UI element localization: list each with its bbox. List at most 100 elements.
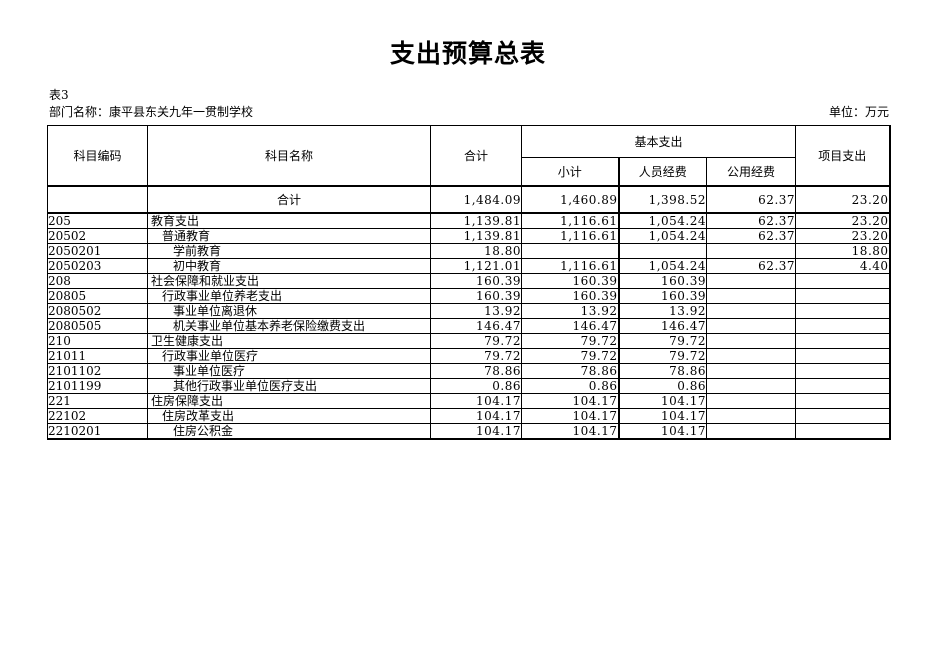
public-cell — [705, 333, 797, 349]
project-cell — [795, 273, 891, 289]
subject-code-cell: 221 — [47, 393, 148, 409]
header-subject-name: 科目名称 — [147, 125, 431, 187]
subtotal-cell: 160.39 — [521, 273, 620, 289]
public-cell — [705, 348, 797, 364]
table-body: 205 教育支出 1,139.81 1,116.61 1,054.24 62.37 23.2… — [47, 212, 891, 440]
subject-name-cell: 机关事业单位基本养老保险缴费支出 — [147, 318, 431, 334]
project-cell — [795, 318, 891, 334]
public-cell: 62.37 — [705, 258, 797, 274]
project-cell — [795, 288, 891, 304]
total-cell: 104.17 — [430, 423, 522, 440]
personnel-cell: 1,054.24 — [618, 212, 707, 229]
subject-code-cell: 2101199 — [47, 378, 148, 394]
subject-name-cell: 学前教育 — [147, 243, 431, 259]
subject-code-cell: 21011 — [47, 348, 148, 364]
total-personnel-cell: 1,398.52 — [618, 185, 707, 214]
subtotal-cell — [521, 243, 620, 259]
subject-name-cell: 社会保障和就业支出 — [147, 273, 431, 289]
subtotal-cell: 1,116.61 — [521, 228, 620, 244]
total-total-cell: 1,484.09 — [430, 185, 522, 214]
subject-name-cell: 住房改革支出 — [147, 408, 431, 424]
subtotal-cell: 104.17 — [521, 393, 620, 409]
subject-name-cell: 事业单位离退休 — [147, 303, 431, 319]
table-row: 2050201 学前教育 18.80 18.80 — [47, 243, 891, 259]
header-public-funds: 公用经费 — [705, 157, 797, 187]
subtotal-cell: 78.86 — [521, 363, 620, 379]
table-row: 20805 行政事业单位养老支出 160.39 160.39 160.39 — [47, 288, 891, 304]
personnel-cell: 146.47 — [618, 318, 707, 334]
subject-code-cell: 2210201 — [47, 423, 148, 440]
public-cell — [705, 243, 797, 259]
subject-name-cell: 其他行政事业单位医疗支出 — [147, 378, 431, 394]
project-cell — [795, 423, 891, 440]
public-cell — [705, 408, 797, 424]
personnel-cell: 1,054.24 — [618, 258, 707, 274]
public-cell — [705, 423, 797, 440]
total-cell: 79.72 — [430, 348, 522, 364]
project-cell: 23.20 — [795, 212, 891, 229]
personnel-cell — [618, 243, 707, 259]
subject-code-cell: 20502 — [47, 228, 148, 244]
project-cell — [795, 363, 891, 379]
total-cell: 104.17 — [430, 408, 522, 424]
public-cell — [705, 318, 797, 334]
subtotal-cell: 79.72 — [521, 348, 620, 364]
subject-code-cell: 2101102 — [47, 363, 148, 379]
header-personnel-funds: 人员经费 — [618, 157, 707, 187]
table-row: 20502 普通教育 1,139.81 1,116.61 1,054.24 62.37 23… — [47, 228, 891, 244]
table-number-label: 表3 — [49, 88, 69, 102]
public-cell — [705, 303, 797, 319]
subject-name-cell: 教育支出 — [147, 212, 431, 229]
subject-code-cell: 210 — [47, 333, 148, 349]
subject-name-cell: 行政事业单位养老支出 — [147, 288, 431, 304]
public-cell — [705, 393, 797, 409]
table-row: 208 社会保障和就业支出 160.39 160.39 160.39 — [47, 273, 891, 289]
header-row-1: 科目编码 科目名称 合计 基本支出 项目支出 — [47, 125, 891, 187]
subject-code-cell: 2050203 — [47, 258, 148, 274]
header-total: 合计 — [430, 125, 522, 187]
subject-code-cell: 22102 — [47, 408, 148, 424]
project-cell — [795, 333, 891, 349]
subject-name-cell: 住房保障支出 — [147, 393, 431, 409]
public-cell: 62.37 — [705, 228, 797, 244]
department-name-label: 部门名称：康平县东关九年一贯制学校 — [49, 105, 254, 119]
public-cell — [705, 363, 797, 379]
expenditure-budget-table: 科目编码 科目名称 合计 基本支出 项目支出 小计 人员经费 公用经费 合计 1… — [47, 125, 891, 440]
table-row: 210 卫生健康支出 79.72 79.72 79.72 — [47, 333, 891, 349]
total-cell: 18.80 — [430, 243, 522, 259]
header-subject-code: 科目编码 — [47, 125, 148, 187]
project-cell: 4.40 — [795, 258, 891, 274]
total-public-cell: 62.37 — [705, 185, 797, 214]
table-row: 22102 住房改革支出 104.17 104.17 104.17 — [47, 408, 891, 424]
total-cell: 1,121.01 — [430, 258, 522, 274]
total-cell: 79.72 — [430, 333, 522, 349]
total-subtotal-cell: 1,460.89 — [521, 185, 620, 214]
project-cell: 23.20 — [795, 228, 891, 244]
table-row: 2050203 初中教育 1,121.01 1,116.61 1,054.24 62.37… — [47, 258, 891, 274]
total-cell: 146.47 — [430, 318, 522, 334]
subtotal-cell: 160.39 — [521, 288, 620, 304]
table-row: 2080505 机关事业单位基本养老保险缴费支出 146.47 146.47 146.4… — [47, 318, 891, 334]
subtotal-cell: 104.17 — [521, 423, 620, 440]
subject-name-cell: 行政事业单位医疗 — [147, 348, 431, 364]
subject-name-cell: 住房公积金 — [147, 423, 431, 440]
project-cell — [795, 393, 891, 409]
table-row: 2101102 事业单位医疗 78.86 78.86 78.86 — [47, 363, 891, 379]
subject-name-cell: 普通教育 — [147, 228, 431, 244]
total-cell: 104.17 — [430, 393, 522, 409]
subject-code-cell: 205 — [47, 212, 148, 229]
public-cell: 62.37 — [705, 212, 797, 229]
table-row: 2080502 事业单位离退休 13.92 13.92 13.92 — [47, 303, 891, 319]
table-row: 2210201 住房公积金 104.17 104.17 104.17 — [47, 423, 891, 440]
subtotal-cell: 104.17 — [521, 408, 620, 424]
personnel-cell: 13.92 — [618, 303, 707, 319]
personnel-cell: 78.86 — [618, 363, 707, 379]
subject-code-cell: 2050201 — [47, 243, 148, 259]
project-cell: 18.80 — [795, 243, 891, 259]
subject-code-cell: 208 — [47, 273, 148, 289]
personnel-cell: 79.72 — [618, 333, 707, 349]
grand-total-row: 合计 1,484.09 1,460.89 1,398.52 62.37 23.2… — [47, 185, 891, 214]
public-cell — [705, 273, 797, 289]
project-cell — [795, 378, 891, 394]
subtotal-cell: 0.86 — [521, 378, 620, 394]
